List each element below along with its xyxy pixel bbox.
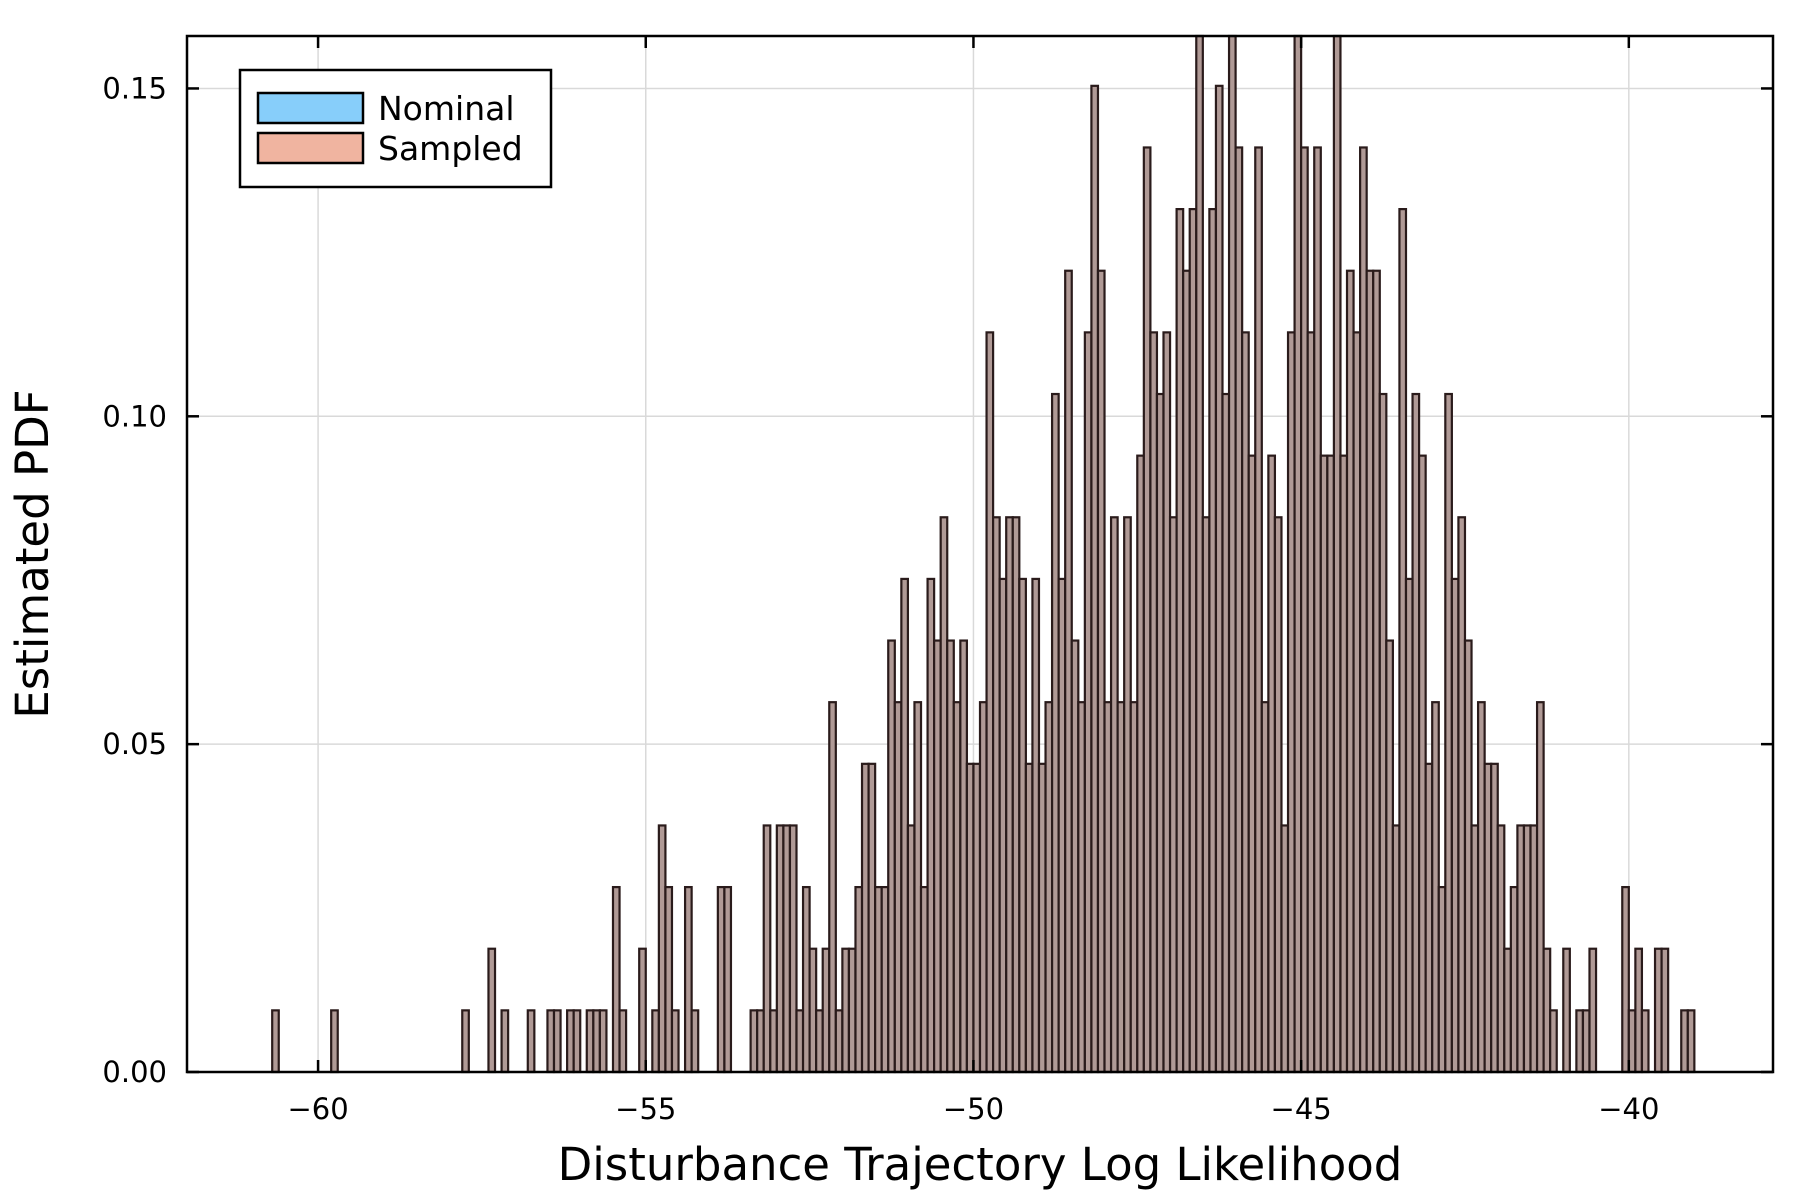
x-axis-title: Disturbance Trajectory Log Likelihood: [558, 1138, 1403, 1191]
histogram-bar: [1660, 947, 1670, 1074]
legend-swatch-sampled: [256, 131, 365, 165]
histogram-bar: [1686, 1009, 1696, 1074]
y-tick-label: 0.00: [102, 1055, 167, 1089]
legend-label-nominal: Nominal: [378, 89, 515, 128]
legend-label-sampled: Sampled: [378, 129, 523, 168]
legend: Nominal Sampled: [238, 68, 553, 189]
y-tick-label: 0.05: [102, 727, 167, 761]
histogram-bar: [526, 1009, 536, 1074]
histogram-bar: [690, 1009, 700, 1074]
histogram-bar: [330, 1009, 339, 1074]
histogram-bar: [461, 1009, 470, 1074]
y-tick-label: 0.10: [102, 399, 167, 433]
histogram-bar: [1549, 1009, 1558, 1074]
tick-labels: −60 −55 −50 −45 −40 0.00 0.05 0.10 0.15: [102, 71, 1659, 1126]
histogram-bar: [572, 1009, 582, 1074]
histogram-bar: [723, 885, 733, 1074]
histogram-bar: [487, 947, 497, 1074]
histogram-bar: [670, 1009, 680, 1074]
x-tick-label: −40: [1598, 1092, 1659, 1126]
legend-box: [238, 68, 553, 189]
y-tick-label: 0.15: [102, 71, 167, 105]
histogram-bar: [638, 947, 647, 1074]
histogram-bar: [598, 1009, 608, 1074]
histogram-bar: [1640, 1009, 1650, 1074]
x-tick-label: −50: [943, 1092, 1004, 1126]
axis-ticks: [187, 36, 1773, 1074]
x-tick-label: −45: [1271, 1092, 1332, 1126]
y-axis-title: Estimated PDF: [6, 389, 59, 718]
x-tick-label: −55: [615, 1092, 676, 1126]
plot-frame: [185, 34, 1775, 1074]
histogram-bar: [500, 1009, 510, 1074]
x-tick-label: −60: [287, 1092, 348, 1126]
histogram-bar: [1588, 947, 1598, 1074]
legend-swatch-nominal: [256, 91, 365, 125]
histogram-bar: [1562, 947, 1571, 1074]
histogram-bar: [618, 1009, 628, 1074]
histogram-bar: [271, 1009, 280, 1074]
histogram-bar: [552, 1009, 562, 1074]
